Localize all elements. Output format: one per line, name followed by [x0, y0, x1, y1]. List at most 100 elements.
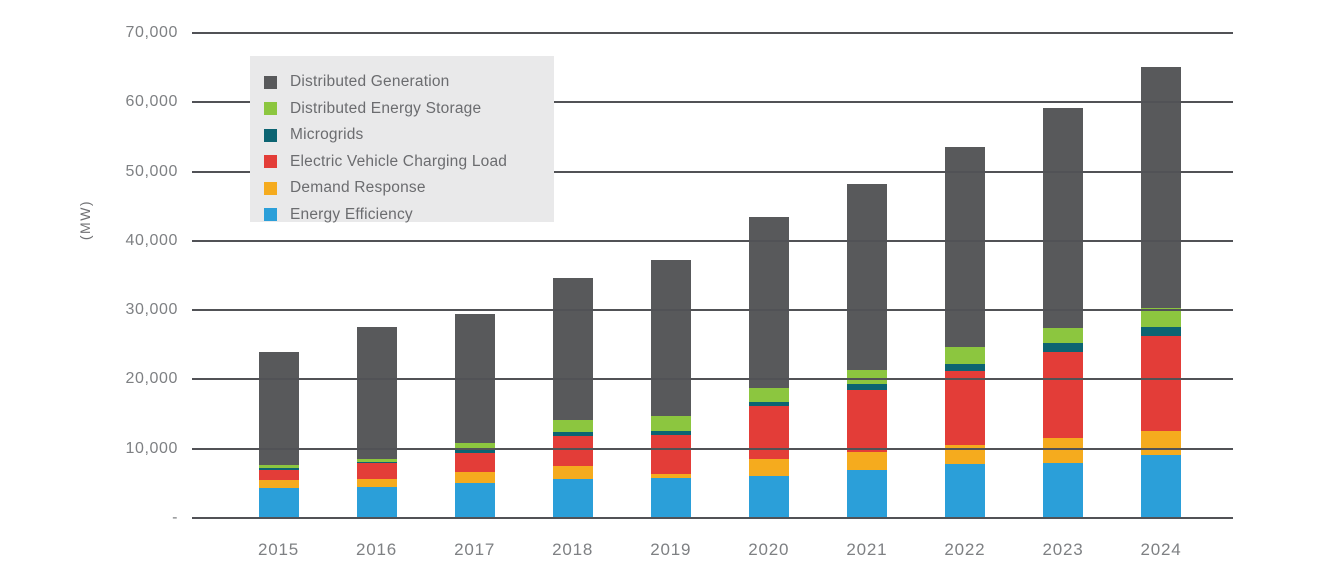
legend-item-energy-efficiency: Energy Efficiency: [264, 202, 554, 229]
bar-segment-2015-distributed-energy-storage: [258, 465, 299, 468]
legend-label: Distributed Generation: [290, 73, 450, 91]
y-tick-label: 50,000: [125, 162, 178, 180]
legend-item-ev-charging-load: Electric Vehicle Charging Load: [264, 149, 554, 176]
bar-segment-2024-demand-response: [1141, 430, 1182, 455]
bar-segment-2016-energy-efficiency: [356, 486, 397, 518]
bar-segment-2020-demand-response: [748, 459, 789, 476]
bar-segment-2022-distributed-generation: [944, 147, 985, 347]
bar-segment-2023-microgrids: [1042, 343, 1083, 352]
gridline-0: [192, 517, 1233, 519]
y-tick-label: 60,000: [125, 93, 178, 111]
x-axis-label-2021: 2021: [846, 540, 888, 559]
bar-segment-2020-energy-efficiency: [748, 475, 789, 518]
y-tick-label: 20,000: [125, 370, 178, 388]
x-axis-label-2020: 2020: [748, 540, 790, 559]
bar-segment-2017-demand-response: [454, 472, 495, 484]
bar-segment-2016-distributed-generation: [356, 326, 397, 459]
gridline-70000: [192, 32, 1233, 34]
bar-2018: [552, 278, 593, 518]
legend-swatch-distributed-energy-storage: [264, 102, 277, 116]
bar-segment-2021-distributed-energy-storage: [846, 369, 887, 384]
legend-label: Microgrids: [290, 126, 364, 144]
legend-item-distributed-generation: Distributed Generation: [264, 69, 554, 96]
bar-segment-2023-energy-efficiency: [1042, 462, 1083, 518]
bar-segment-2015-ev-charging-load: [258, 469, 299, 480]
bar-segment-2022-energy-efficiency: [944, 463, 985, 518]
x-axis-label-2022: 2022: [944, 540, 986, 559]
gridline-60000: [192, 101, 1233, 104]
bar-segment-2015-distributed-generation: [258, 352, 299, 466]
legend-label: Energy Efficiency: [290, 205, 413, 223]
bar-segment-2017-ev-charging-load: [454, 452, 495, 473]
bar-segment-2022-demand-response: [944, 445, 985, 464]
legend-label: Electric Vehicle Charging Load: [290, 152, 508, 170]
legend-label: Demand Response: [290, 179, 426, 197]
bar-segment-2016-microgrids: [356, 461, 397, 464]
plot-area: [192, 32, 1233, 519]
bar-segment-2021-microgrids: [846, 383, 887, 390]
y-tick-label: 10,000: [125, 439, 178, 457]
bar-2023: [1042, 107, 1083, 518]
y-tick-label: 40,000: [125, 231, 178, 249]
bar-segment-2017-energy-efficiency: [454, 483, 495, 518]
legend-item-distributed-energy-storage: Distributed Energy Storage: [264, 96, 554, 123]
x-axis-label-2024: 2024: [1140, 540, 1182, 559]
legend-swatch-energy-efficiency: [264, 208, 277, 222]
gridline-40000: [192, 239, 1233, 242]
bar-segment-2022-microgrids: [944, 364, 985, 372]
bar-segment-2018-demand-response: [552, 466, 593, 480]
bar-segment-2018-distributed-energy-storage: [552, 420, 593, 433]
bar-segment-2020-microgrids: [748, 402, 789, 407]
y-tick-label: 70,000: [125, 24, 178, 41]
legend-swatch-demand-response: [264, 181, 277, 195]
bar-segment-2023-demand-response: [1042, 437, 1083, 463]
y-tick-label: 30,000: [125, 301, 178, 319]
bar-segment-2021-demand-response: [846, 452, 887, 471]
bar-segment-2019-energy-efficiency: [650, 477, 691, 518]
bar-segment-2024-microgrids: [1141, 326, 1182, 337]
bar-segment-2015-energy-efficiency: [258, 487, 299, 518]
x-axis-label-2017: 2017: [454, 540, 496, 559]
bar-2015: [258, 352, 299, 518]
bar-segment-2024-distributed-generation: [1141, 66, 1182, 309]
gridline-10000: [192, 447, 1233, 450]
bar-2019: [650, 259, 691, 518]
x-axis-label-2018: 2018: [552, 540, 594, 559]
legend-swatch-microgrids: [264, 128, 277, 142]
bar-segment-2019-demand-response: [650, 474, 691, 478]
bar-segment-2021-energy-efficiency: [846, 470, 887, 518]
x-axis-label-2019: 2019: [650, 540, 692, 559]
bar-segment-2019-distributed-energy-storage: [650, 416, 691, 431]
bar-segment-2023-distributed-generation: [1042, 107, 1083, 328]
bar-segment-2017-distributed-energy-storage: [454, 442, 495, 450]
gridline-20000: [192, 378, 1233, 381]
bar-segment-2019-distributed-generation: [650, 259, 691, 417]
bar-2022: [944, 147, 985, 518]
bar-segment-2018-distributed-generation: [552, 278, 593, 421]
bar-segment-2024-ev-charging-load: [1141, 336, 1182, 431]
bar-segment-2015-microgrids: [258, 467, 299, 470]
bar-segment-2021-distributed-generation: [846, 184, 887, 370]
legend-swatch-distributed-generation: [264, 75, 277, 89]
bar-2016: [356, 326, 397, 518]
x-axis-label-2015: 2015: [257, 540, 300, 559]
bar-segment-2020-distributed-generation: [748, 217, 789, 389]
gridline-30000: [192, 309, 1233, 312]
bar-segment-2023-ev-charging-load: [1042, 351, 1083, 438]
gridline-50000: [192, 170, 1233, 173]
bar-segment-2024-energy-efficiency: [1141, 454, 1182, 518]
legend-label: Distributed Energy Storage: [290, 99, 482, 117]
bar-2021: [846, 184, 887, 518]
bar-segment-2020-distributed-energy-storage: [748, 388, 789, 403]
bar-segment-2016-distributed-energy-storage: [356, 458, 397, 462]
bar-segment-2020-ev-charging-load: [748, 406, 789, 460]
bar-2020: [748, 217, 789, 518]
legend-item-microgrids: Microgrids: [264, 122, 554, 149]
bar-segment-2018-ev-charging-load: [552, 436, 593, 467]
bar-2024: [1141, 66, 1182, 518]
bar-segment-2015-demand-response: [258, 479, 299, 488]
legend-swatch-ev-charging-load: [264, 155, 277, 169]
bar-2017: [454, 314, 495, 518]
bar-segment-2021-ev-charging-load: [846, 389, 887, 453]
